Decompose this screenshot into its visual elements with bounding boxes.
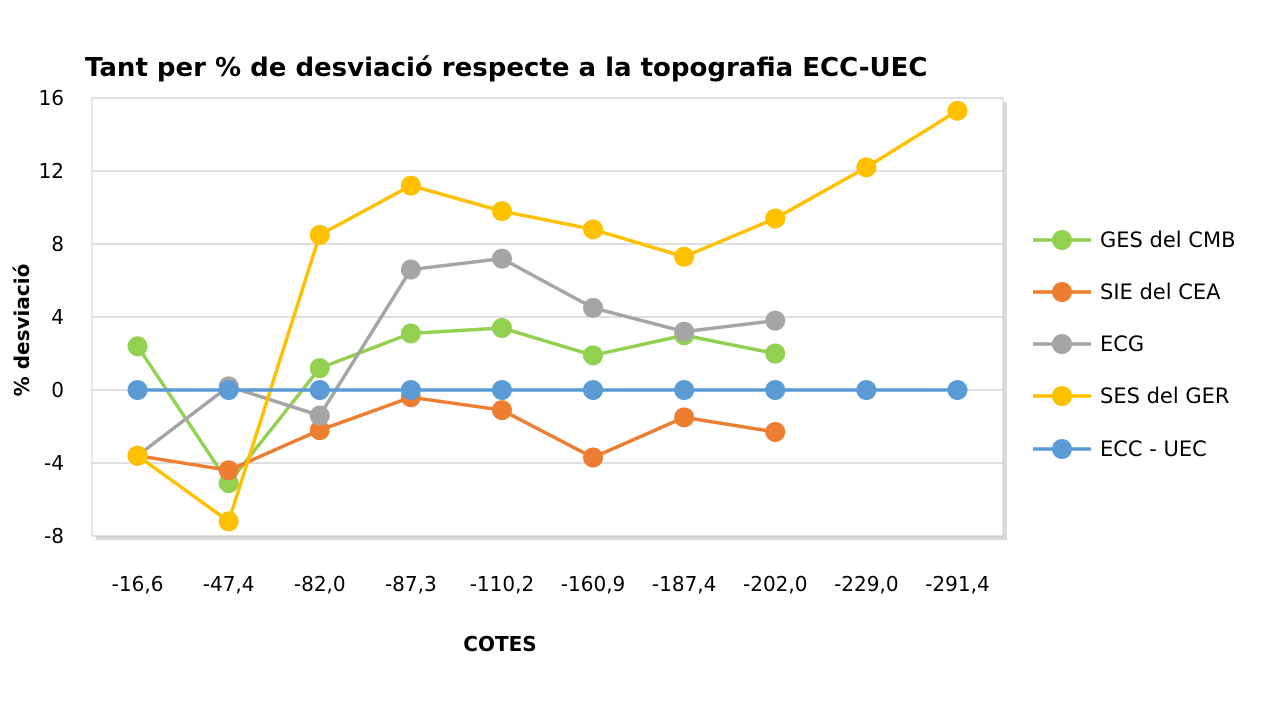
- legend-label: GES del CMB: [1100, 228, 1236, 252]
- data-point: [947, 380, 968, 400]
- data-point: [127, 336, 148, 357]
- data-point: [491, 400, 512, 421]
- legend: GES del CMB SIE del CEA ECG SES del GER ECC …: [1033, 228, 1236, 461]
- legend-item: SES del GER: [1033, 384, 1230, 408]
- data-point: [309, 224, 330, 245]
- legend-item: ECC - UEC: [1033, 437, 1207, 461]
- data-point: [765, 310, 786, 331]
- data-point: [765, 380, 786, 400]
- legend-item: SIE del CEA: [1033, 280, 1221, 304]
- legend-marker: [1052, 230, 1072, 250]
- x-axis-ticks: -16,6 -47,4 -82,0 -87,3 -110,2 -160,9 -187,4 -2…: [112, 572, 990, 596]
- x-tick-label: -291,4: [925, 572, 989, 596]
- legend-marker: [1052, 282, 1072, 302]
- data-point: [947, 100, 968, 121]
- data-point: [400, 175, 421, 196]
- data-point: [309, 420, 330, 441]
- data-point: [491, 317, 512, 338]
- series-ses-del-ger: [127, 100, 968, 532]
- y-tick-label: 8: [51, 232, 64, 256]
- x-tick-label: -82,0: [294, 572, 346, 596]
- x-tick-label: -187,4: [652, 572, 716, 596]
- x-tick-label: -47,4: [203, 572, 255, 596]
- x-tick-label: -202,0: [743, 572, 807, 596]
- data-point: [674, 246, 695, 267]
- series-line: [137, 395, 776, 473]
- data-point: [583, 447, 604, 468]
- data-point: [583, 345, 604, 366]
- data-point: [127, 380, 148, 400]
- y-axis-label: % desviació: [10, 264, 34, 397]
- data-point: [856, 380, 877, 400]
- data-point: [674, 321, 695, 342]
- data-point: [127, 445, 148, 466]
- x-tick-label: -229,0: [834, 572, 898, 596]
- x-tick-label: -87,3: [385, 572, 437, 596]
- legend-label: SES del GER: [1100, 384, 1230, 408]
- y-tick-label: 0: [51, 378, 64, 402]
- legend-label: ECC - UEC: [1100, 437, 1207, 461]
- y-tick-label: 4: [51, 305, 64, 329]
- legend-label: ECG: [1100, 332, 1144, 356]
- data-point: [765, 208, 786, 229]
- x-tick-label: -110,2: [470, 572, 534, 596]
- x-tick-label: -16,6: [112, 572, 164, 596]
- data-point: [400, 323, 421, 344]
- data-point: [400, 259, 421, 280]
- y-tick-label: -8: [44, 524, 64, 548]
- legend-label: SIE del CEA: [1100, 280, 1221, 304]
- data-point: [400, 380, 421, 400]
- data-point: [218, 380, 239, 400]
- legend-marker: [1052, 439, 1072, 459]
- data-point: [674, 380, 695, 400]
- series-group: [127, 100, 968, 532]
- data-point: [491, 248, 512, 269]
- data-point: [583, 297, 604, 318]
- data-point: [491, 380, 512, 400]
- y-axis-ticks: -8 -4 0 4 8 12 16: [39, 86, 64, 548]
- data-point: [309, 358, 330, 379]
- series-line: [136, 109, 959, 524]
- data-point: [674, 407, 695, 428]
- data-point: [491, 201, 512, 222]
- x-axis-label: COTES: [463, 632, 536, 656]
- data-point: [765, 343, 786, 364]
- data-point: [218, 460, 239, 481]
- legend-marker: [1052, 386, 1072, 406]
- x-tick-label: -160,9: [561, 572, 625, 596]
- legend-item: GES del CMB: [1033, 228, 1236, 252]
- series-ecc-uec: [127, 380, 968, 400]
- y-tick-label: 12: [39, 159, 64, 183]
- data-point: [583, 380, 604, 400]
- data-point: [765, 421, 786, 442]
- y-tick-label: 16: [39, 86, 64, 110]
- data-point: [309, 380, 330, 400]
- legend-marker: [1052, 334, 1072, 354]
- data-point: [309, 405, 330, 426]
- y-tick-label: -4: [44, 451, 64, 475]
- data-point: [856, 157, 877, 178]
- data-point: [583, 219, 604, 240]
- legend-item: ECG: [1033, 332, 1144, 356]
- data-point: [218, 511, 239, 532]
- chart-title: Tant per % de desviació respecte a la to…: [85, 53, 928, 83]
